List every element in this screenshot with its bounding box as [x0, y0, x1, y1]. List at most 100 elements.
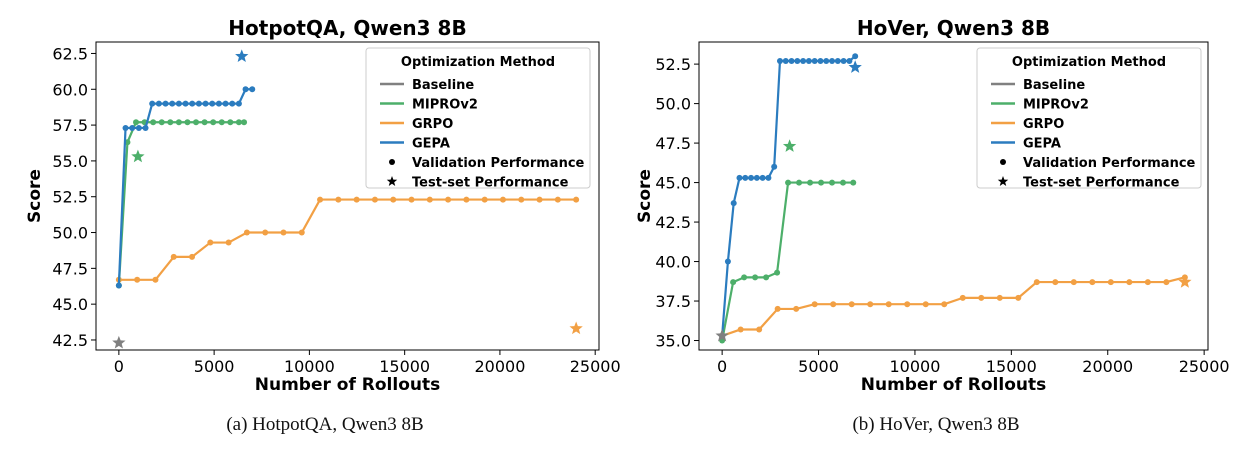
data-point-grpo	[426, 196, 433, 203]
test-point-miprov2	[131, 149, 145, 163]
data-point-miprov2	[829, 179, 836, 186]
test-point-baseline	[112, 335, 126, 349]
data-point-miprov2	[218, 119, 225, 126]
data-point-grpo	[1163, 279, 1170, 286]
y-tick-label: 37.5	[655, 292, 691, 311]
x-tick-label: 5000	[194, 357, 235, 376]
data-point-gepa	[759, 174, 766, 181]
data-point-gepa	[753, 174, 760, 181]
data-point-grpo	[353, 196, 360, 203]
data-point-grpo	[262, 229, 269, 236]
data-point-gepa	[852, 53, 859, 60]
legend-label: Validation Performance	[1023, 156, 1196, 171]
data-point-gepa	[794, 57, 801, 64]
data-point-gepa	[142, 124, 149, 131]
plot-frame	[698, 41, 1209, 351]
y-tick-label: 45.0	[52, 295, 88, 314]
x-axis-label: Number of Rollouts	[255, 375, 441, 395]
data-point-miprov2	[730, 279, 737, 286]
series-gepa	[719, 53, 859, 339]
data-point-grpo	[1052, 279, 1059, 286]
data-point-miprov2	[150, 119, 157, 126]
legend: Optimization Method Baseline MIPROv2 GRPO GE…	[976, 47, 1202, 191]
y-tick-label: 62.5	[52, 44, 88, 63]
chart-title: HotpotQA, Qwen3 8B	[228, 16, 466, 40]
data-point-grpo	[996, 294, 1003, 301]
data-point-grpo	[811, 301, 818, 308]
data-point-gepa	[162, 100, 169, 107]
data-point-gepa	[730, 200, 737, 207]
test-point-gepa	[848, 60, 862, 73]
series-line-miprov2	[117, 121, 245, 286]
legend-marker-test	[386, 176, 398, 186]
test-point-grpo	[1178, 275, 1192, 288]
series-line-miprov2	[721, 181, 854, 341]
data-point-miprov2	[227, 119, 234, 126]
data-point-grpo	[904, 301, 911, 308]
data-point-gepa	[195, 100, 202, 107]
data-point-grpo	[756, 326, 763, 333]
test-point-grpo	[569, 321, 583, 335]
legend-label: MIPROv2	[412, 98, 478, 113]
data-point-miprov2	[840, 179, 847, 186]
data-point-gepa	[169, 100, 176, 107]
data-point-grpo	[1033, 279, 1040, 286]
y-axis-label: Score	[25, 169, 45, 223]
data-point-grpo	[554, 196, 561, 203]
chart-panel-2: HoVer, Qwen3 8B 0 5000 10000 15000 20000 25000…	[635, 16, 1230, 395]
data-point-grpo	[280, 229, 287, 236]
y-tick-label: 50.0	[655, 95, 691, 114]
data-point-gepa	[782, 57, 789, 64]
data-point-miprov2	[807, 179, 814, 186]
data-point-grpo	[207, 239, 214, 246]
test-point-gepa	[235, 49, 249, 62]
y-tick-label: 47.5	[655, 134, 691, 153]
data-point-gepa	[209, 100, 216, 107]
series-grpo	[115, 196, 580, 283]
y-tick-label: 47.5	[52, 259, 88, 278]
data-point-gepa	[215, 100, 222, 107]
legend-title: Optimization Method	[401, 55, 555, 70]
data-point-gepa	[771, 163, 778, 170]
data-point-miprov2	[796, 179, 803, 186]
data-point-gepa	[748, 174, 755, 181]
data-point-gepa	[811, 57, 818, 64]
legend-label: Baseline	[412, 78, 474, 93]
data-point-grpo	[170, 253, 177, 260]
data-point-grpo	[573, 196, 580, 203]
data-point-gepa	[249, 86, 256, 93]
y-tick-label: 52.5	[655, 55, 691, 74]
x-tick-label: 15000	[986, 357, 1037, 376]
series-miprov2	[115, 119, 248, 289]
data-point-gepa	[805, 57, 812, 64]
data-point-grpo	[134, 276, 141, 283]
series-miprov2	[719, 179, 857, 344]
y-tick-label: 52.5	[52, 188, 88, 207]
data-point-grpo	[830, 301, 837, 308]
x-tick-label: 5000	[798, 357, 839, 376]
data-point-gepa	[823, 57, 830, 64]
x-tick-label: 25000	[570, 357, 621, 376]
data-point-gepa	[135, 124, 142, 131]
series-grpo	[719, 274, 1188, 339]
data-point-grpo	[152, 276, 159, 283]
y-tick-label: 57.5	[52, 116, 88, 135]
data-point-grpo	[978, 294, 985, 301]
data-point-miprov2	[752, 274, 759, 281]
legend-box	[976, 47, 1202, 189]
data-point-miprov2	[210, 119, 217, 126]
data-point-miprov2	[241, 119, 248, 126]
series-line-grpo	[721, 276, 1186, 337]
data-point-miprov2	[158, 119, 165, 126]
x-tick-label: 20000	[1082, 357, 1133, 376]
x-tick-label: 10000	[284, 357, 335, 376]
legend-marker-test	[997, 176, 1009, 186]
data-point-miprov2	[235, 119, 242, 126]
legend-label: GEPA	[1023, 137, 1061, 152]
data-point-miprov2	[201, 119, 208, 126]
data-point-miprov2	[818, 179, 825, 186]
data-point-gepa	[788, 57, 795, 64]
data-point-gepa	[840, 57, 847, 64]
data-point-gepa	[834, 57, 841, 64]
data-point-gepa	[129, 124, 136, 131]
